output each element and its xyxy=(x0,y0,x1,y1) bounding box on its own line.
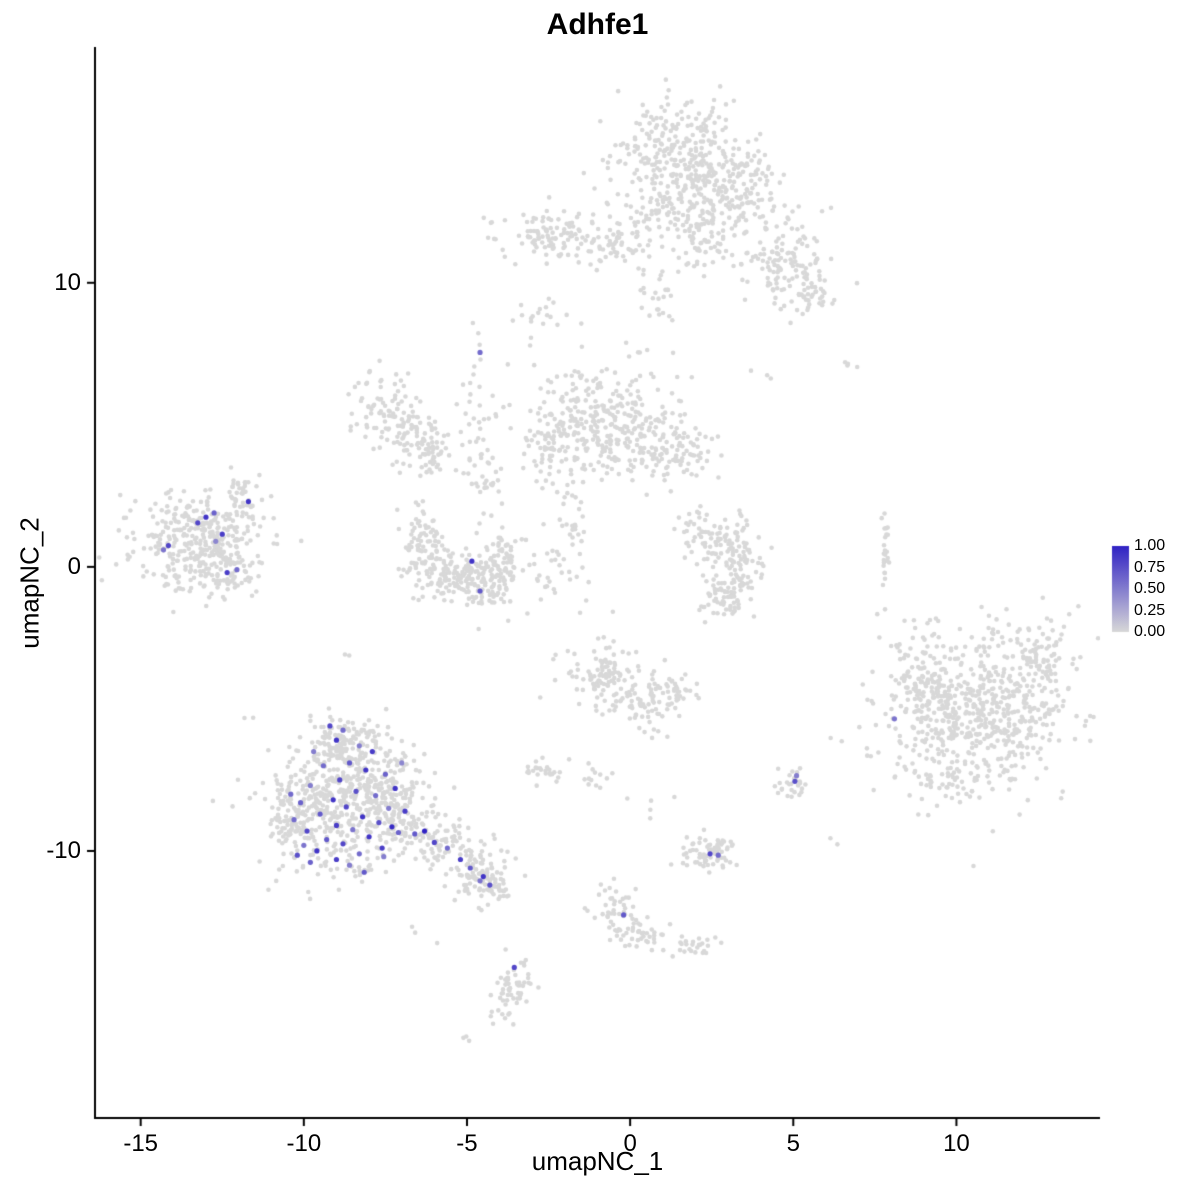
y-tick-label: 0 xyxy=(67,552,81,580)
chart-title: Adhfe1 xyxy=(546,8,649,41)
x-tick-label: -5 xyxy=(456,1130,478,1157)
x-tick-label: -10 xyxy=(286,1130,322,1157)
x-tick-label: 0 xyxy=(623,1130,637,1157)
x-tick-label: 5 xyxy=(786,1130,800,1157)
legend-tick-label: 1.00 xyxy=(1134,537,1166,554)
legend-tick-label: 0.00 xyxy=(1134,623,1166,640)
x-tick-label: -15 xyxy=(123,1130,159,1157)
x-tick-label: 10 xyxy=(943,1130,970,1157)
legend-tick-label: 0.50 xyxy=(1134,580,1166,597)
y-tick-label: -10 xyxy=(46,836,81,864)
x-axis-title: umapNC_1 xyxy=(531,1146,664,1176)
legend-tick-label: 0.25 xyxy=(1134,601,1166,619)
y-tick-label: 10 xyxy=(54,268,81,296)
y-axis-title: umapNC_2 xyxy=(14,517,45,649)
legend-tick-label: 0.75 xyxy=(1134,558,1166,576)
